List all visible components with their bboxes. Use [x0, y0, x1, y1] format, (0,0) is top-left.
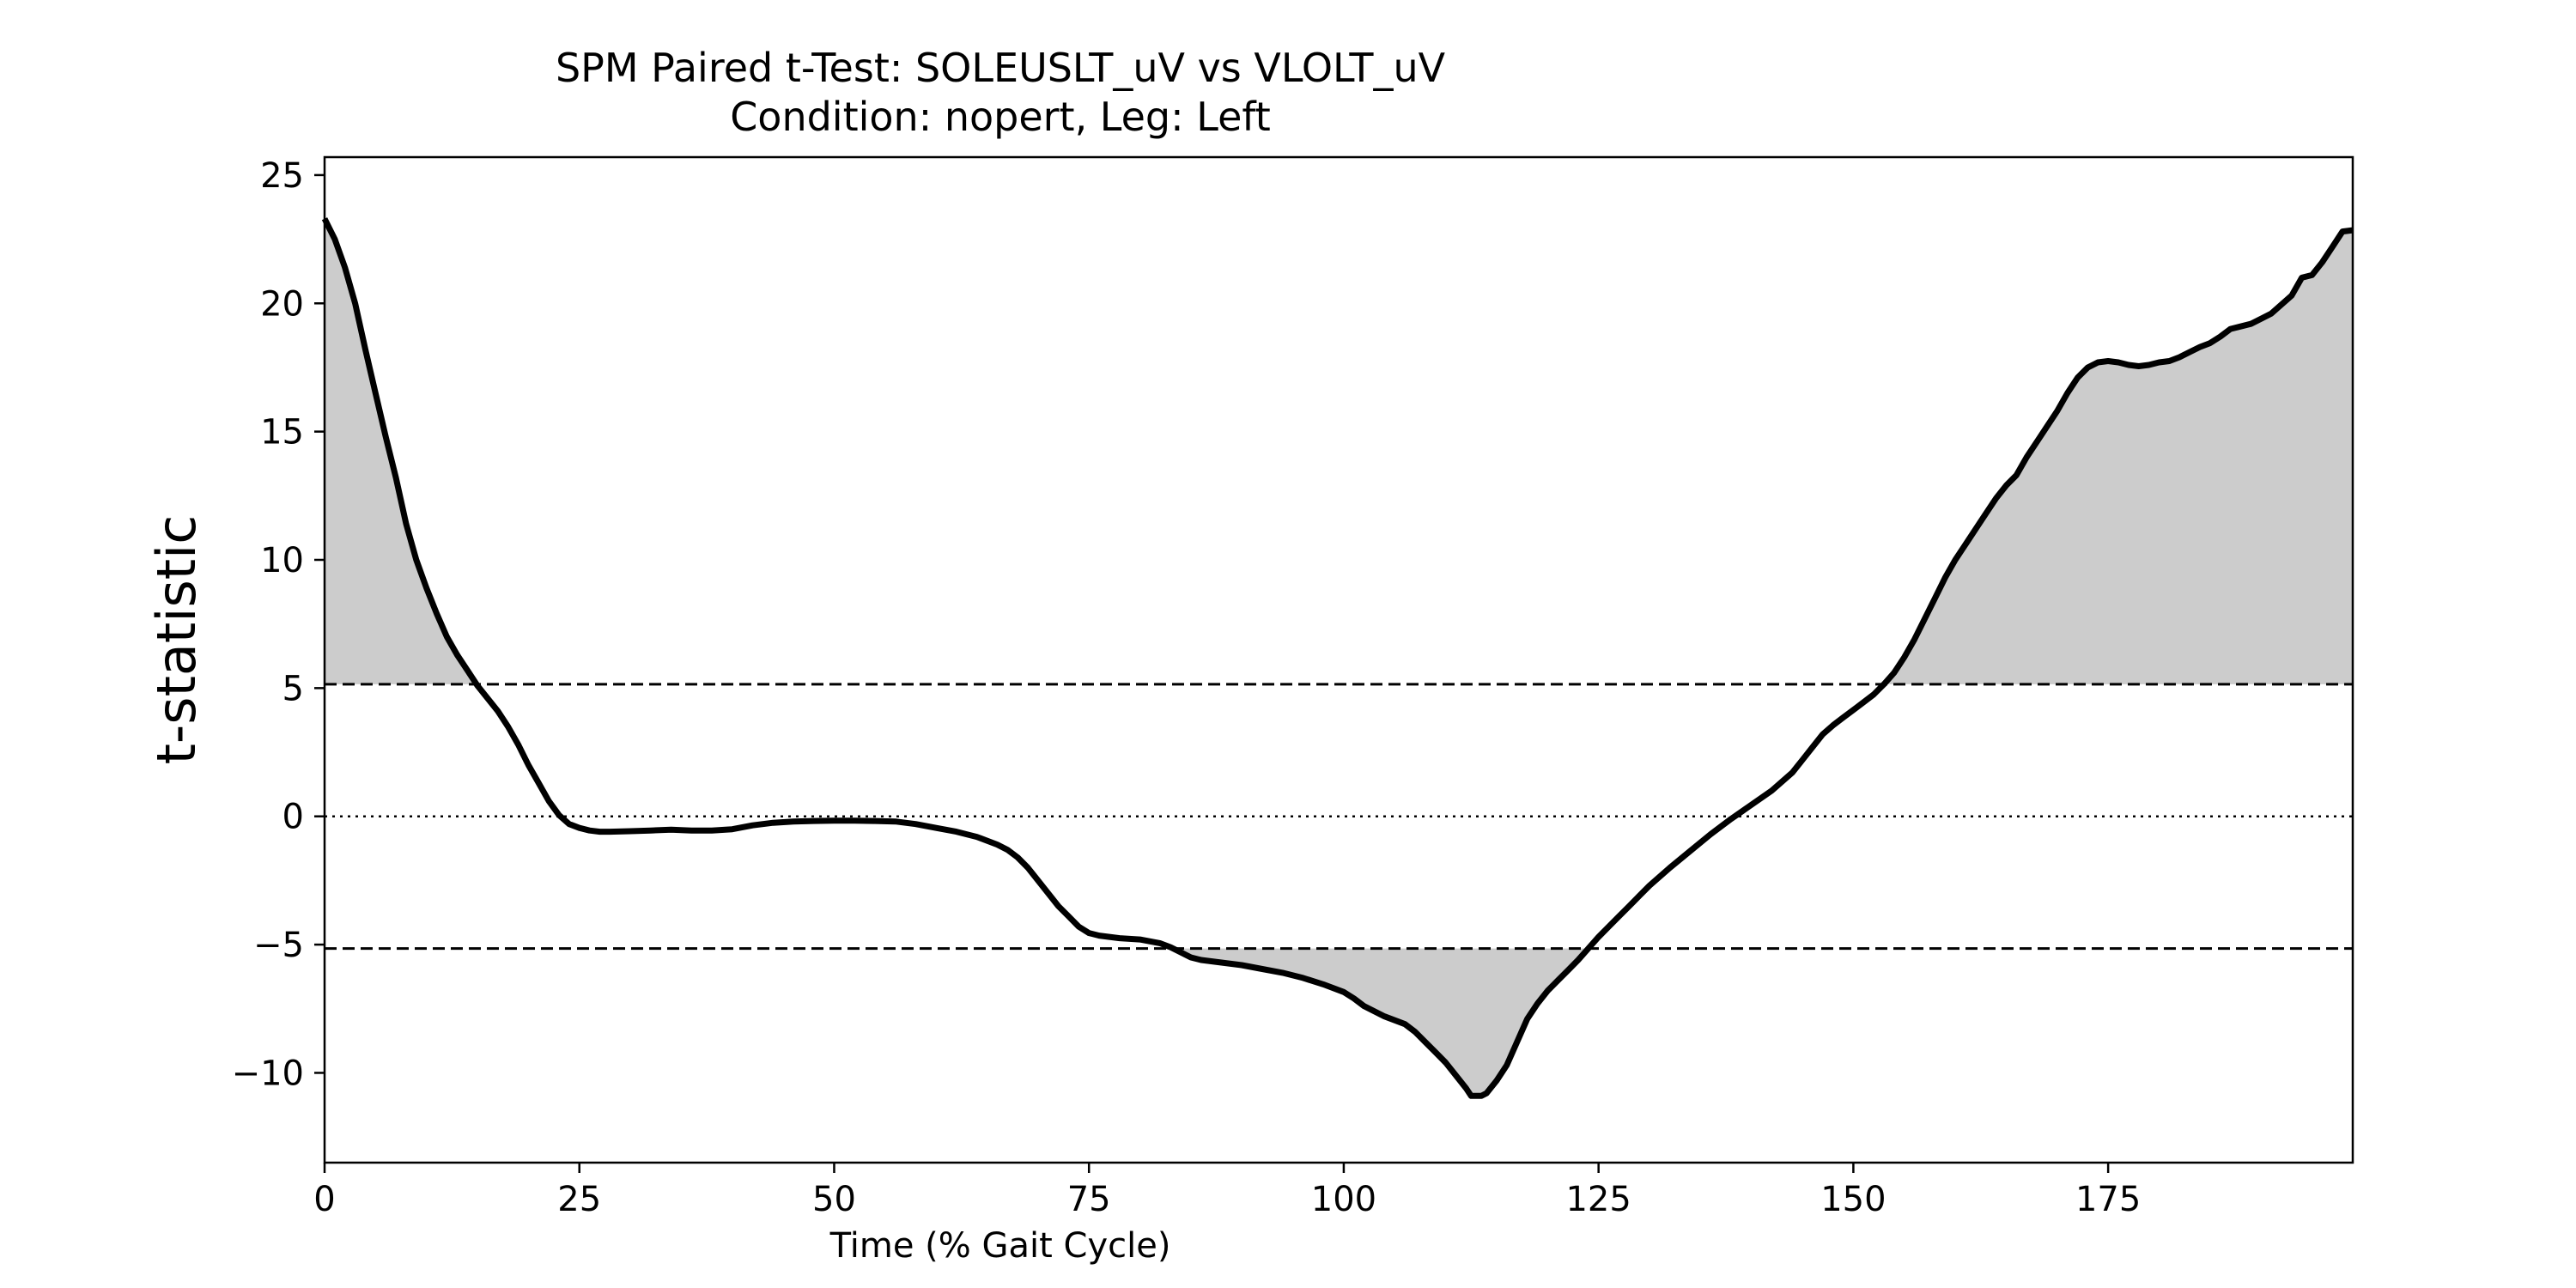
y-tick-label: 15: [260, 413, 304, 453]
x-tick-label: 50: [812, 1180, 856, 1219]
suprathreshold-fill-layer: [325, 218, 2353, 1097]
y-axis-ticks: 25 20 15 10 5 0 −5 −10: [232, 156, 325, 1093]
y-tick-label: −5: [253, 926, 304, 965]
x-axis-ticks: 0 25 50 75 100 125 150 175: [313, 1163, 2141, 1219]
chart-title: SPM Paired t-Test: SOLEUSLT_uV vs VLOLT_…: [556, 45, 1446, 91]
suprathreshold-cluster-1: [325, 218, 477, 684]
x-tick-label: 150: [1820, 1180, 1886, 1219]
suprathreshold-cluster-2: [1884, 230, 2353, 684]
x-tick-label: 75: [1067, 1180, 1111, 1219]
y-axis-label: t-statistic: [145, 515, 208, 765]
axes-frame: [323, 155, 2354, 1164]
chart-subtitle: Condition: nopert, Leg: Left: [730, 94, 1271, 140]
reference-lines-layer: [325, 683, 2353, 951]
x-tick-label: 175: [2075, 1180, 2141, 1219]
suprathreshold-cluster-3: [1173, 948, 1589, 1097]
x-tick-label: 100: [1311, 1180, 1376, 1219]
x-tick-label: 25: [557, 1180, 601, 1219]
y-tick-label: −10: [232, 1054, 304, 1093]
y-tick-label: 0: [283, 798, 304, 837]
t-curve-layer: [321, 217, 2354, 1099]
y-tick-label: 5: [283, 669, 304, 708]
t-statistic-curve: [321, 217, 2354, 1099]
x-tick-label: 125: [1565, 1180, 1631, 1219]
x-axis-label: Time (% Gait Cycle): [829, 1226, 1171, 1266]
y-tick-label: 25: [260, 156, 304, 196]
x-tick-label: 0: [313, 1180, 335, 1219]
y-tick-label: 20: [260, 284, 304, 324]
y-tick-label: 10: [260, 541, 304, 580]
